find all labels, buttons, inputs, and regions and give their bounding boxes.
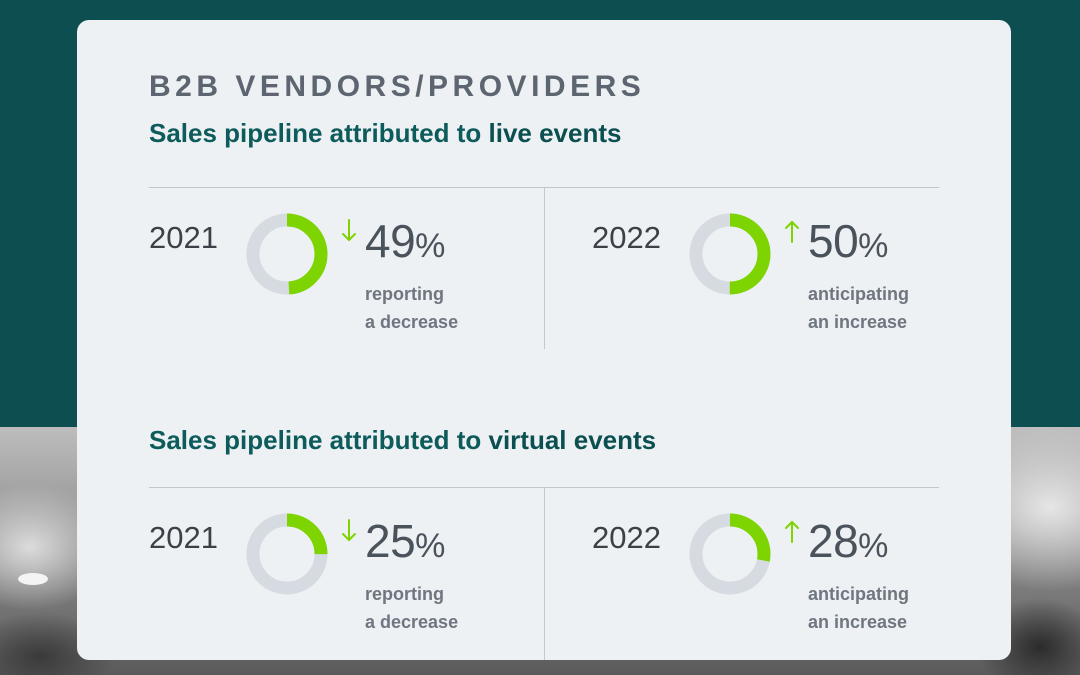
ceiling-light [18,573,48,585]
donut-slice [246,213,328,295]
description-line: reporting [365,284,444,304]
percentage-number: 25 [365,515,416,567]
column-divider [544,187,545,349]
donut-chart [689,513,771,595]
arrow-up-icon [785,221,799,243]
description-line: an increase [808,312,908,332]
section-title-prefix: Sales pipeline attributed to [149,118,489,148]
description-line: anticipating [808,284,910,304]
percentage-value: 49% [365,214,445,268]
year-label: 2021 [149,520,218,555]
description-line: anticipating [808,584,910,604]
percent-sign: % [858,527,888,565]
description-line: an increase [808,612,908,632]
year-label: 2021 [149,220,218,255]
year-label: 2022 [592,520,661,555]
percent-sign: % [415,527,445,565]
percentage-value: 25% [365,514,445,568]
arrow-up-icon [785,521,799,543]
percentage-number: 49 [365,215,416,267]
percent-sign: % [415,227,445,265]
card-title: B2B VENDORS/PROVIDERS [149,70,646,103]
donut-chart [246,213,328,295]
stat-description: reporting a decrease [365,280,515,336]
arrow-down-icon [342,519,356,541]
description-line: a decrease [365,612,459,632]
stat-description: reporting a decrease [365,580,515,636]
stat-description: anticipating an increase [808,580,958,636]
donut-slice [246,513,328,595]
stat-live-2021: 2021 49% reporting a decrease [149,213,509,360]
section-title-emphasis: virtual events [488,425,657,455]
arrow-down-icon [342,219,356,241]
stat-live-2022: 2022 50% anticipating an increase [592,213,952,360]
stats-card: B2B VENDORS/PROVIDERS Sales pipeline att… [77,20,1011,660]
description-line: reporting [365,584,444,604]
percentage-number: 28 [808,515,859,567]
donut-chart [689,213,771,295]
percent-sign: % [858,227,888,265]
stat-description: anticipating an increase [808,280,958,336]
stat-virtual-2021: 2021 25% reporting a decrease [149,513,509,660]
donut-slice [689,213,771,295]
section-title-emphasis: live events [488,118,622,148]
year-label: 2022 [592,220,661,255]
section-title-live: Sales pipeline attributed to live events [149,118,621,149]
section-title-virtual: Sales pipeline attributed to virtual eve… [149,425,656,456]
percentage-value: 28% [808,514,888,568]
donut-slice [689,513,771,595]
percentage-number: 50 [808,215,859,267]
section-title-prefix: Sales pipeline attributed to [149,425,489,455]
column-divider [544,487,545,660]
stat-virtual-2022: 2022 28% anticipating an increase [592,513,952,660]
description-line: a decrease [365,312,459,332]
percentage-value: 50% [808,214,888,268]
donut-chart [246,513,328,595]
